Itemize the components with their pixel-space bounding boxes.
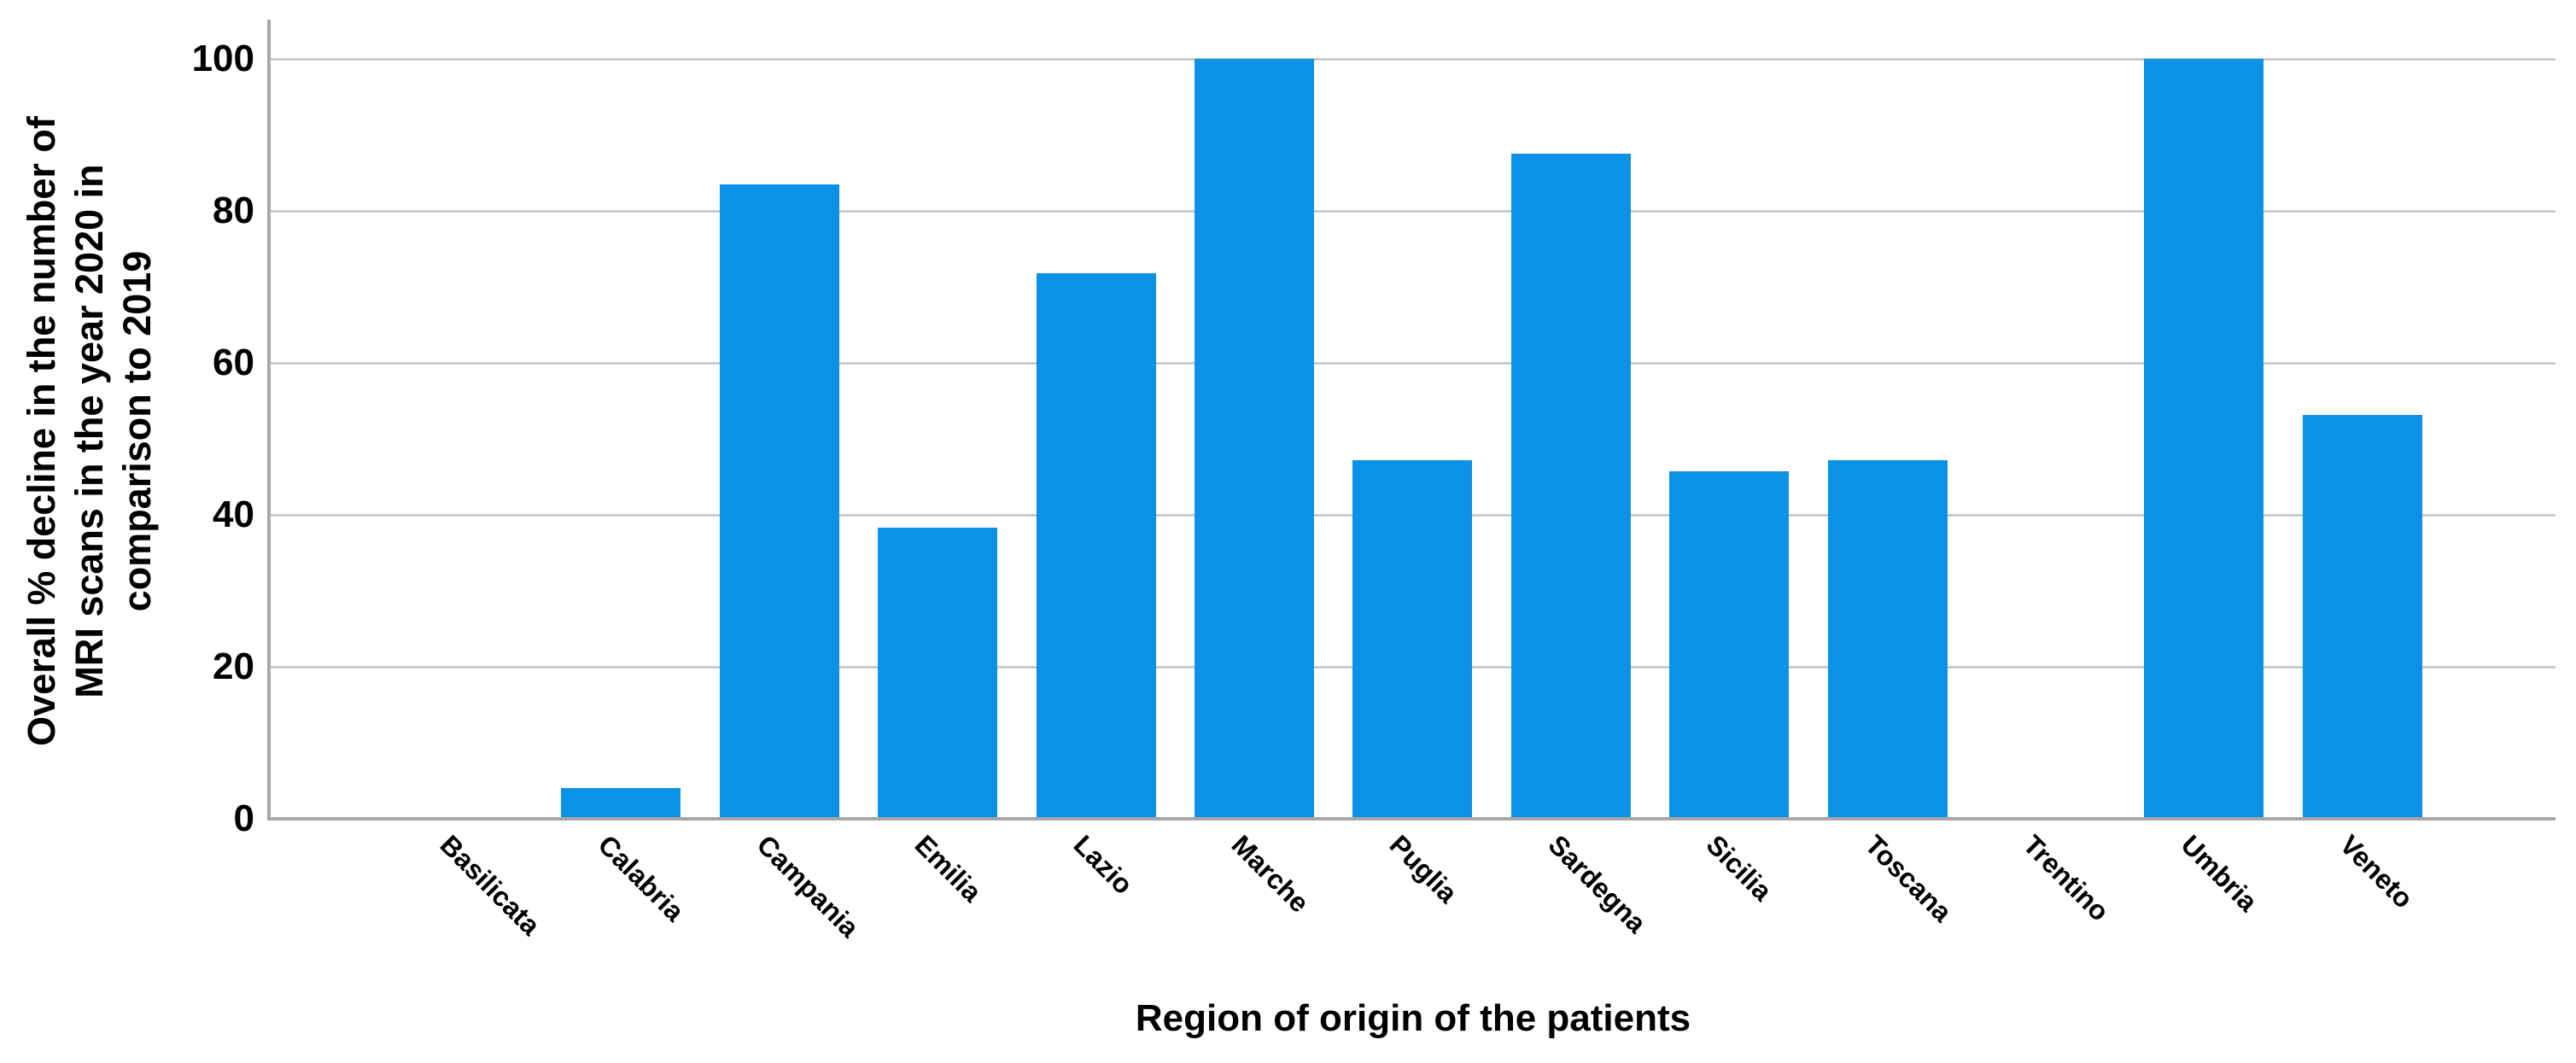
x-tick-label-lazio: Lazio	[1067, 829, 1139, 901]
bar-veneto	[2302, 415, 2422, 819]
x-tick-label-emilia: Emilia	[908, 829, 988, 908]
x-tick-label-puglia: Puglia	[1383, 829, 1464, 909]
x-tick-label-toscana: Toscana	[1859, 829, 1958, 928]
bar-sardegna	[1510, 154, 1631, 819]
x-axis-title: Region of origin of the patients	[1135, 997, 1691, 1039]
x-tick-label-basilicata: Basilicata	[434, 829, 546, 942]
x-tick-label-calabria: Calabria	[592, 829, 691, 927]
x-tick-label-umbria: Umbria	[2175, 829, 2264, 918]
x-tick-label-campania: Campania	[751, 829, 865, 943]
bar-sicilia	[1669, 471, 1790, 819]
bar-puglia	[1352, 459, 1473, 819]
bar-umbria	[2144, 59, 2264, 819]
bar-calabria	[561, 788, 681, 819]
gridline-y-60	[269, 362, 2556, 365]
x-tick-label-trentino: Trentino	[2017, 829, 2116, 927]
y-tick-label-40: 40	[213, 494, 254, 535]
x-tick-label-sicilia: Sicilia	[1700, 829, 1779, 907]
x-axis-baseline	[267, 817, 2556, 821]
bar-marche	[1195, 59, 1314, 819]
bar-campania	[719, 184, 839, 819]
x-tick-label-veneto: Veneto	[2334, 829, 2419, 914]
y-axis-line	[267, 20, 271, 821]
y-tick-label-60: 60	[213, 342, 254, 383]
gridline-y-100	[269, 58, 2556, 61]
y-tick-label-20: 20	[213, 645, 254, 687]
y-tick-label-80: 80	[213, 190, 254, 231]
x-tick-label-sardegna: Sardegna	[1542, 829, 1652, 939]
y-tick-label-100: 100	[191, 38, 254, 79]
gridline-y-80	[269, 210, 2556, 213]
x-tick-label-marche: Marche	[1225, 829, 1316, 919]
bar-lazio	[1036, 272, 1156, 819]
bar-emilia	[878, 528, 998, 819]
y-tick-label-0: 0	[233, 797, 254, 839]
bar-toscana	[1827, 459, 1948, 819]
